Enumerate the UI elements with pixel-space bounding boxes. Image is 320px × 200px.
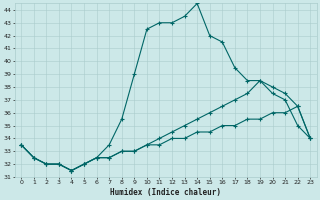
X-axis label: Humidex (Indice chaleur): Humidex (Indice chaleur) [110,188,221,197]
